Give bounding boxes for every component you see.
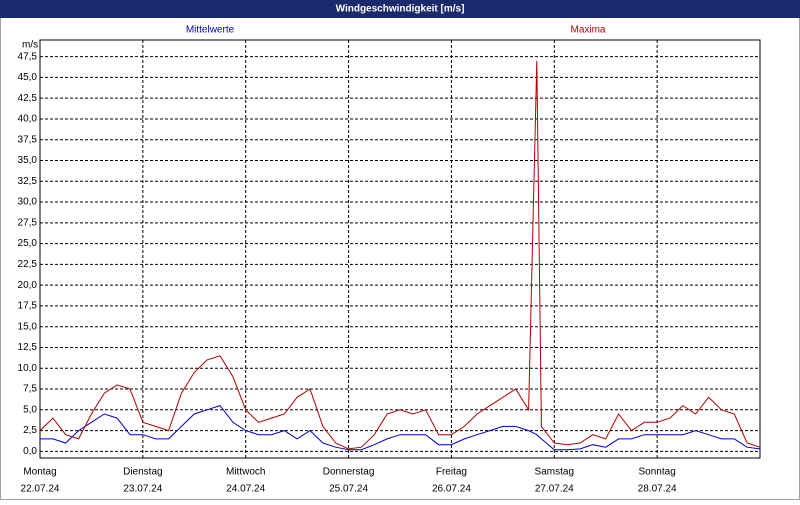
y-tick-label: 40,0 xyxy=(18,114,38,125)
y-tick-label: 27,5 xyxy=(18,217,38,228)
x-tick-date: 28.07.24 xyxy=(638,484,677,495)
y-tick-label: 25,0 xyxy=(18,238,38,249)
y-tick-label: 37,5 xyxy=(18,134,38,145)
y-tick-label: 32,5 xyxy=(18,176,38,187)
x-tick-label: Montag xyxy=(23,467,56,478)
y-tick-label: 5,0 xyxy=(23,404,37,415)
x-tick-label: Sonntag xyxy=(639,467,676,478)
chart-title: Windgeschwindigkeit [m/s] xyxy=(336,4,465,15)
y-tick-label: 20,0 xyxy=(18,280,38,291)
y-tick-label: 10,0 xyxy=(18,363,38,374)
x-tick-date: 25.07.24 xyxy=(329,484,368,495)
x-tick-date: 26.07.24 xyxy=(432,484,471,495)
y-tick-label: 0,0 xyxy=(23,446,37,457)
plot-frame xyxy=(39,39,761,459)
x-tick-date: 23.07.24 xyxy=(123,484,162,495)
y-tick-label: 15,0 xyxy=(18,321,38,332)
x-tick-label: Mittwoch xyxy=(226,467,265,478)
y-tick-label: 7,5 xyxy=(23,384,37,395)
x-tick-date: 22.07.24 xyxy=(21,484,60,495)
title-bar xyxy=(0,0,800,18)
x-tick-label: Samstag xyxy=(535,467,574,478)
y-tick-label: 12,5 xyxy=(18,342,38,353)
legend-label: Mittelwerte xyxy=(186,25,235,36)
y-tick-label: 47,5 xyxy=(18,51,38,62)
series-line xyxy=(39,60,761,450)
y-tick-label: 35,0 xyxy=(18,155,38,166)
y-unit: m/s xyxy=(22,40,38,51)
x-tick-label: Donnerstag xyxy=(323,467,375,478)
y-tick-label: 22,5 xyxy=(18,259,38,270)
x-tick-label: Dienstag xyxy=(123,467,162,478)
y-tick-label: 30,0 xyxy=(18,197,38,208)
x-tick-date: 24.07.24 xyxy=(226,484,265,495)
y-tick-label: 45,0 xyxy=(18,72,38,83)
legend-label: Maxima xyxy=(570,25,605,36)
series-line xyxy=(40,405,761,451)
y-tick-label: 17,5 xyxy=(18,301,38,312)
x-tick-label: Freitag xyxy=(436,467,467,478)
y-tick-label: 2,5 xyxy=(23,425,37,436)
x-tick-date: 27.07.24 xyxy=(535,484,574,495)
y-tick-label: 42,5 xyxy=(18,93,38,104)
